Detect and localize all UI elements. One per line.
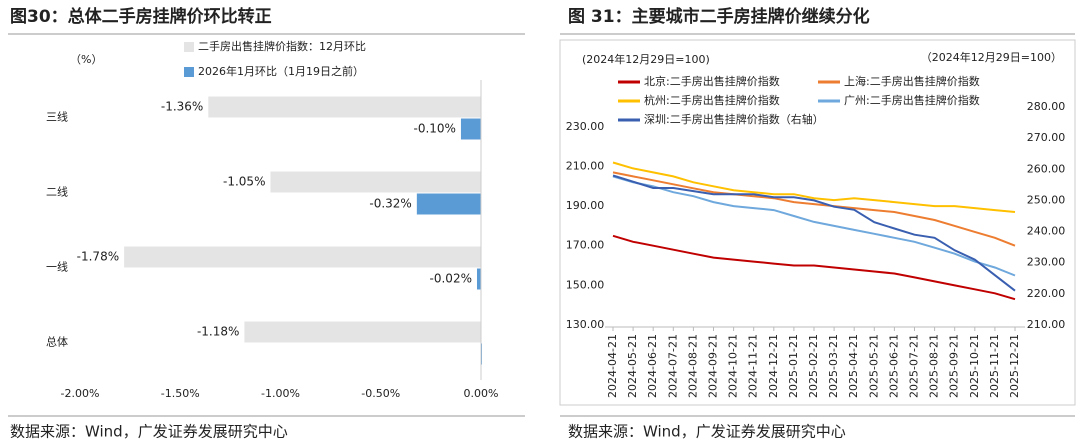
bar <box>476 268 481 290</box>
y-tick-label: 190.00 <box>566 199 605 212</box>
x-tick-label: 0.00% <box>464 387 499 400</box>
x-tick-label: -1.00% <box>261 387 300 400</box>
bar <box>244 321 481 343</box>
x-tick-label: -0.50% <box>361 387 400 400</box>
x-tick-label: 2024-08-21 <box>686 334 699 398</box>
y-tick-label: 150.00 <box>566 278 605 291</box>
x-tick-label: 2025-05-21 <box>867 334 880 398</box>
chart-title: 图30：总体二手房挂牌价环比转正 <box>10 6 272 27</box>
x-tick-label: 2024-11-21 <box>747 334 760 398</box>
x-tick-label: 2025-09-21 <box>948 334 961 398</box>
source-note: 数据来源：Wind，广发证券发展研究中心 <box>568 423 846 441</box>
y2-tick-label: 280.00 <box>1027 100 1066 113</box>
x-tick-label: 2025-12-21 <box>1008 334 1021 398</box>
unit-label: （%） <box>70 53 102 66</box>
series-line <box>612 161 1016 213</box>
legend-swatch <box>184 42 194 52</box>
legend-label: 二手房出售挂牌价指数：12月环比 <box>198 39 366 53</box>
legend-label: 上海:二手房出售挂牌价指数 <box>844 74 980 88</box>
series-line <box>612 175 1016 277</box>
bar <box>124 246 482 268</box>
x-tick-label: 2024-05-21 <box>626 334 639 398</box>
y2-tick-label: 260.00 <box>1027 162 1066 175</box>
x-tick-label: 2025-02-21 <box>807 334 820 398</box>
y2-tick-label: 250.00 <box>1027 193 1066 206</box>
data-label: -1.18% <box>197 325 239 339</box>
x-tick-label: 2025-06-21 <box>887 334 900 398</box>
data-label: -0.02% <box>430 272 472 286</box>
x-tick-label: -2.00% <box>61 387 100 400</box>
series-line <box>612 174 1016 292</box>
series-line <box>612 234 1016 301</box>
x-tick-label: 2025-11-21 <box>988 334 1001 398</box>
chart-title: 图 31：主要城市二手房挂牌价继续分化 <box>568 6 870 27</box>
data-label: -0.32% <box>369 197 411 211</box>
unit-label: (2024年12月29日=100) <box>582 52 710 66</box>
data-label: -1.05% <box>223 175 265 189</box>
bar <box>460 118 481 140</box>
x-tick-label: 2024-06-21 <box>646 334 659 398</box>
legend-swatch <box>184 67 194 77</box>
bar <box>481 343 483 365</box>
x-tick-label: 2024-04-21 <box>606 334 619 398</box>
x-tick-label: 2025-07-21 <box>908 334 921 398</box>
y-tick-label: 170.00 <box>566 239 605 252</box>
bar <box>416 193 481 215</box>
source-note: 数据来源：Wind，广发证券发展研究中心 <box>10 423 288 441</box>
legend-label: 2026年1月环比（1月19日之前） <box>198 64 364 78</box>
category-label: 二线 <box>46 185 68 199</box>
data-label: -1.36% <box>161 100 203 114</box>
y2-tick-label: 270.00 <box>1027 131 1066 144</box>
x-tick-label: 2025-01-21 <box>787 334 800 398</box>
y-tick-label: 230.00 <box>566 120 605 133</box>
x-tick-label: 2025-08-21 <box>928 334 941 398</box>
category-label: 三线 <box>46 110 68 124</box>
x-tick-label: 2025-10-21 <box>968 334 981 398</box>
y-tick-label: 130.00 <box>566 318 605 331</box>
bar <box>270 171 481 193</box>
legend-label: 北京:二手房出售挂牌价指数 <box>644 74 780 88</box>
x-tick-label: 2024-09-21 <box>707 334 720 398</box>
x-tick-label: 2024-10-21 <box>727 334 740 398</box>
x-tick-label: 2025-04-21 <box>847 334 860 398</box>
y2-tick-label: 230.00 <box>1027 256 1066 269</box>
data-label: -0.10% <box>413 122 455 136</box>
x-tick-label: -1.50% <box>161 387 200 400</box>
x-tick-label: 2025-03-21 <box>827 334 840 398</box>
x-tick-label: 2024-07-21 <box>666 334 679 398</box>
x-tick-label: 2024-12-21 <box>767 334 780 398</box>
y2-tick-label: 240.00 <box>1027 225 1066 238</box>
y-tick-label: 210.00 <box>566 159 605 172</box>
bar <box>208 96 481 118</box>
category-label: 一线 <box>46 260 68 274</box>
y2-tick-label: 210.00 <box>1027 318 1066 331</box>
category-label: 总体 <box>46 335 68 349</box>
y2-tick-label: 220.00 <box>1027 287 1066 300</box>
legend-label: 杭州:二手房出售挂牌价指数 <box>644 93 780 107</box>
series-line <box>612 171 1016 247</box>
data-label: -1.78% <box>77 250 119 264</box>
legend-label: 广州:二手房出售挂牌价指数 <box>844 93 980 107</box>
legend-label: 深圳:二手房出售挂牌价指数（右轴） <box>644 112 824 126</box>
chart-frame <box>559 39 1076 406</box>
unit-label: （2024年12月29日=100） <box>921 50 1062 64</box>
